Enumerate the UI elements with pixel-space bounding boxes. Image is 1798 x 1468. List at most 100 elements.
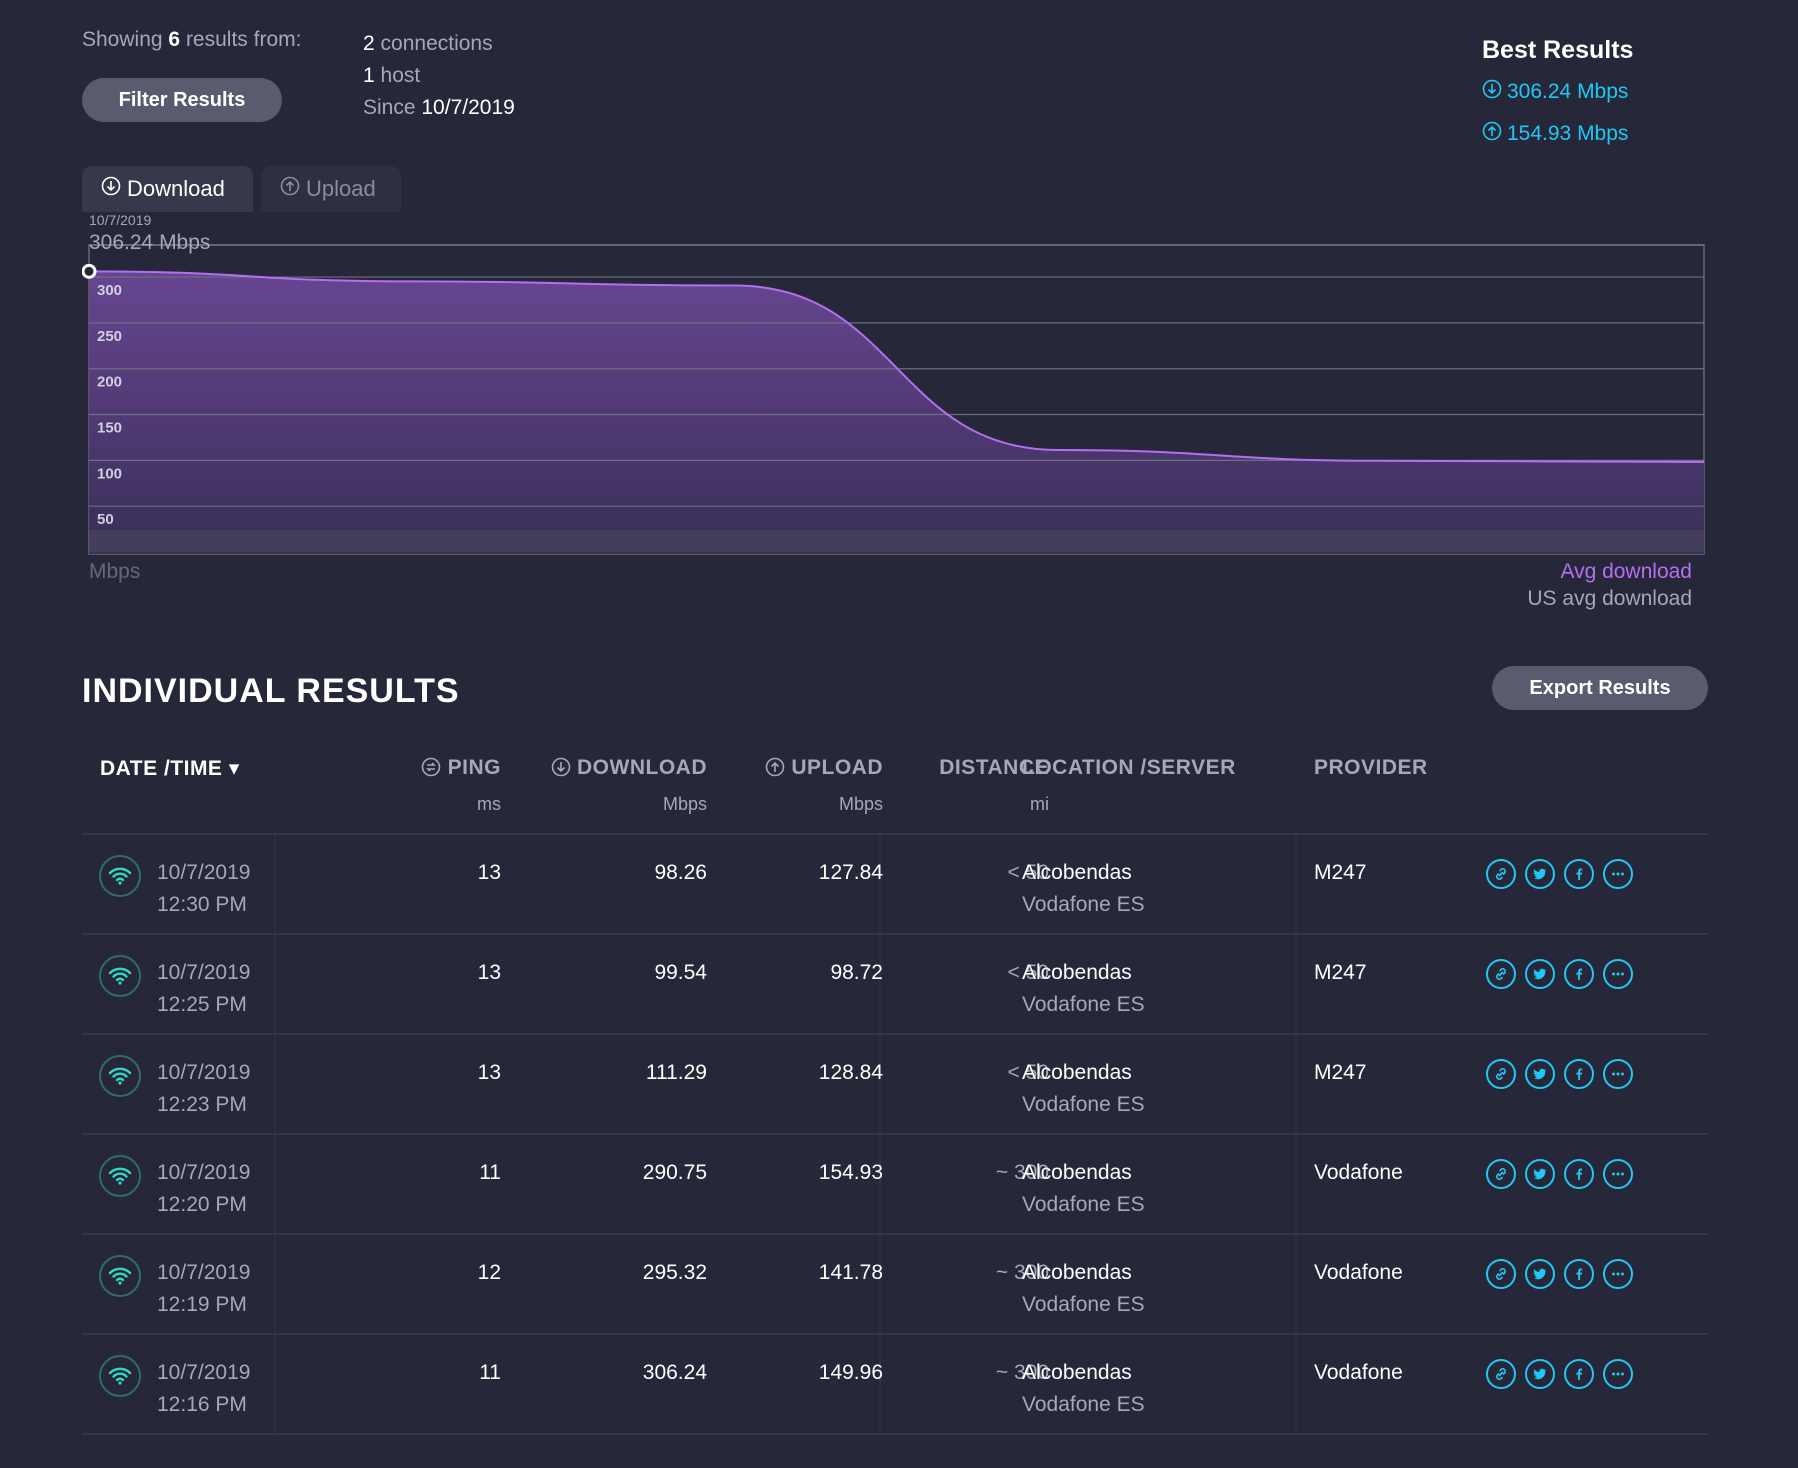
tab-download[interactable]: Download xyxy=(82,166,253,212)
column-ping[interactable]: PING ms xyxy=(421,756,501,815)
result-provider: Vodafone xyxy=(1314,1261,1403,1284)
result-time: 12:20 PM xyxy=(157,1193,247,1216)
legend-us-avg-download: US avg download xyxy=(1527,587,1692,610)
twitter-button[interactable] xyxy=(1525,859,1555,889)
facebook-button[interactable] xyxy=(1564,1259,1594,1289)
highlight-point xyxy=(81,263,97,279)
result-server: Vodafone ES xyxy=(1022,1393,1145,1416)
result-server: Vodafone ES xyxy=(1022,1293,1145,1316)
column-divider xyxy=(274,1035,276,1133)
row-actions xyxy=(1486,1059,1633,1089)
twitter-button[interactable] xyxy=(1525,1259,1555,1289)
best-upload-value: 154.93 Mbps xyxy=(1507,122,1629,145)
showing-suffix: results from: xyxy=(185,28,302,51)
tab-upload-label: Upload xyxy=(306,176,376,201)
twitter-button[interactable] xyxy=(1525,959,1555,989)
column-divider xyxy=(274,1135,276,1233)
more-button[interactable] xyxy=(1603,1159,1633,1189)
result-date: 10/7/2019 xyxy=(157,861,251,884)
since-line: Since 10/7/2019 xyxy=(363,96,515,119)
column-divider xyxy=(879,1035,881,1133)
upload-circle-icon xyxy=(765,756,791,779)
column-upload[interactable]: UPLOAD Mbps xyxy=(765,756,883,815)
best-results-title: Best Results xyxy=(1482,36,1634,64)
more-button[interactable] xyxy=(1603,859,1633,889)
download-circle-icon xyxy=(101,176,121,202)
results-table: DATE /TIME ▾ PING ms DOWNLOAD Mbps UPLOA… xyxy=(82,748,1708,1435)
link-icon xyxy=(1493,966,1509,982)
link-button[interactable] xyxy=(1486,959,1516,989)
results-summary: Showing 6 results from: xyxy=(82,28,301,52)
result-distance: ~ 300 xyxy=(995,1261,1049,1284)
legend-avg-download: Avg download xyxy=(1560,560,1692,583)
upload-circle-icon xyxy=(280,176,300,202)
link-button[interactable] xyxy=(1486,1059,1516,1089)
column-divider xyxy=(1295,1135,1297,1233)
facebook-button[interactable] xyxy=(1564,1159,1594,1189)
column-distance[interactable]: DISTANCE mi xyxy=(939,756,1049,814)
facebook-button[interactable] xyxy=(1564,959,1594,989)
facebook-icon xyxy=(1571,1366,1587,1382)
tab-upload[interactable]: Upload xyxy=(261,166,401,212)
result-ping: 13 xyxy=(477,1061,501,1084)
link-icon xyxy=(1493,866,1509,882)
result-location-city: Alcobendas xyxy=(1022,1061,1132,1084)
column-divider xyxy=(1295,1335,1297,1433)
column-divider xyxy=(274,835,276,933)
facebook-icon xyxy=(1571,1266,1587,1282)
link-button[interactable] xyxy=(1486,1159,1516,1189)
result-download: 306.24 xyxy=(642,1361,707,1384)
more-button[interactable] xyxy=(1603,1259,1633,1289)
result-download: 98.26 xyxy=(654,861,707,884)
twitter-icon xyxy=(1532,1066,1548,1082)
table-row[interactable]: 10/7/2019 12:20 PM 11 290.75 154.93 ~ 300 Alco… xyxy=(82,1135,1708,1235)
result-datetime: 10/7/2019 12:19 PM xyxy=(157,1257,250,1321)
row-actions xyxy=(1486,1159,1633,1189)
result-provider: M247 xyxy=(1314,861,1367,884)
table-row[interactable]: 10/7/2019 12:23 PM 13 111.29 128.84 < 50 Alcob… xyxy=(82,1035,1708,1135)
table-row[interactable]: 10/7/2019 12:19 PM 12 295.32 141.78 ~ 300 Alco… xyxy=(82,1235,1708,1335)
column-download[interactable]: DOWNLOAD Mbps xyxy=(551,756,707,815)
result-time: 12:25 PM xyxy=(157,993,247,1016)
link-button[interactable] xyxy=(1486,1259,1516,1289)
export-results-button[interactable]: Export Results xyxy=(1492,666,1708,710)
column-location[interactable]: LOCATION /SERVER xyxy=(1022,756,1236,779)
wifi-icon xyxy=(99,1255,141,1297)
result-location: Alcobendas Vodafone ES xyxy=(1022,857,1145,921)
table-row[interactable]: 10/7/2019 12:16 PM 11 306.24 149.96 ~ 300 Alco… xyxy=(82,1335,1708,1435)
facebook-button[interactable] xyxy=(1564,859,1594,889)
table-row[interactable]: 10/7/2019 12:25 PM 13 99.54 98.72 < 50 Alcoben… xyxy=(82,935,1708,1035)
twitter-icon xyxy=(1532,966,1548,982)
result-location-city: Alcobendas xyxy=(1022,961,1132,984)
filter-results-button[interactable]: Filter Results xyxy=(82,78,282,122)
link-button[interactable] xyxy=(1486,1359,1516,1389)
twitter-button[interactable] xyxy=(1525,1359,1555,1389)
twitter-button[interactable] xyxy=(1525,1059,1555,1089)
twitter-icon xyxy=(1532,1266,1548,1282)
row-actions xyxy=(1486,1359,1633,1389)
link-icon xyxy=(1493,1266,1509,1282)
more-button[interactable] xyxy=(1603,1059,1633,1089)
result-location-city: Alcobendas xyxy=(1022,1261,1132,1284)
result-distance: < 50 xyxy=(1007,961,1049,984)
twitter-icon xyxy=(1532,1366,1548,1382)
more-button[interactable] xyxy=(1603,959,1633,989)
twitter-button[interactable] xyxy=(1525,1159,1555,1189)
tooltip-date: 10/7/2019 xyxy=(89,212,151,228)
result-distance: < 50 xyxy=(1007,1061,1049,1084)
more-button[interactable] xyxy=(1603,1359,1633,1389)
result-location: Alcobendas Vodafone ES xyxy=(1022,1157,1145,1221)
table-row[interactable]: 10/7/2019 12:30 PM 13 98.26 127.84 < 50 Alcobe… xyxy=(82,835,1708,935)
result-location: Alcobendas Vodafone ES xyxy=(1022,1357,1145,1421)
column-divider xyxy=(879,935,881,1033)
column-divider xyxy=(879,1235,881,1333)
link-button[interactable] xyxy=(1486,859,1516,889)
facebook-button[interactable] xyxy=(1564,1359,1594,1389)
column-datetime[interactable]: DATE /TIME ▾ xyxy=(100,757,240,780)
hosts-line: 1 host xyxy=(363,64,421,87)
more-icon xyxy=(1610,966,1626,982)
column-provider[interactable]: PROVIDER xyxy=(1314,756,1428,779)
showing-prefix: Showing xyxy=(82,28,163,51)
wifi-icon xyxy=(99,1055,141,1097)
facebook-button[interactable] xyxy=(1564,1059,1594,1089)
